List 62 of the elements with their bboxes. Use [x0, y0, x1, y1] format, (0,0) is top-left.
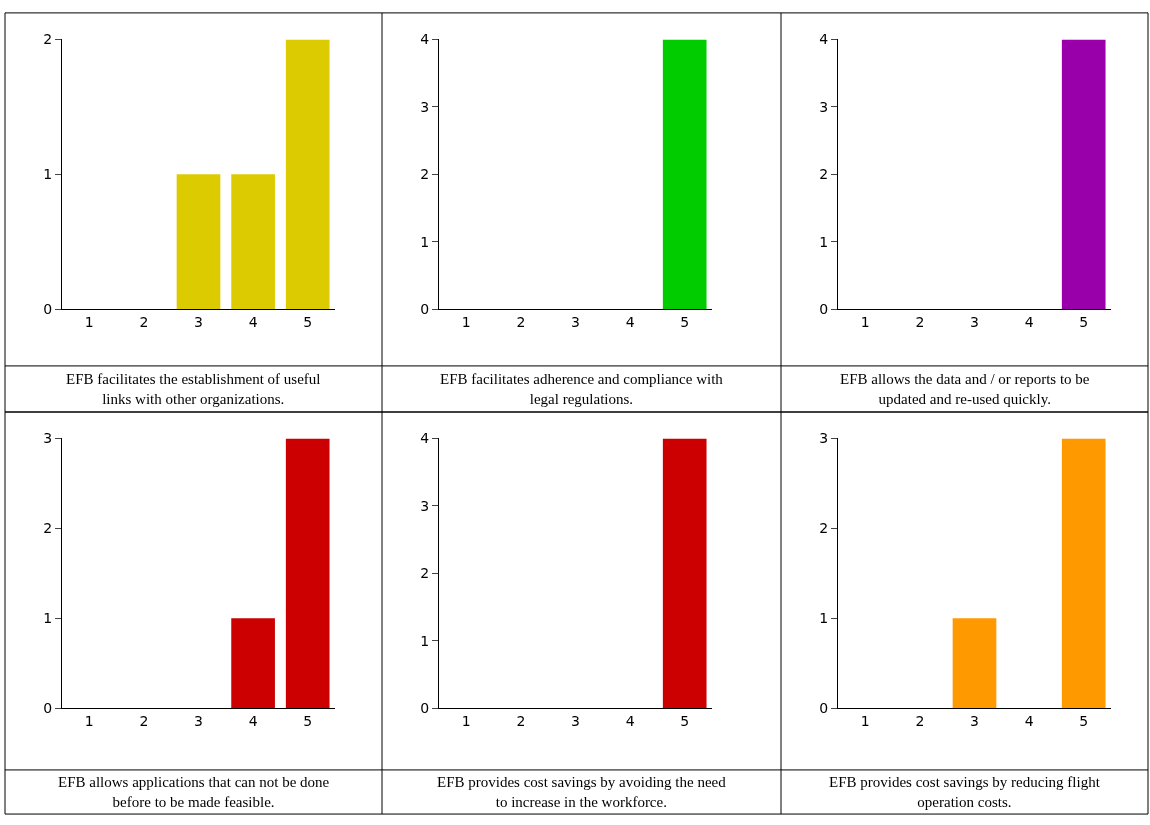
y-tick-label: 2	[43, 31, 53, 48]
x-tick-label: 4	[1024, 313, 1034, 330]
x-tick-label: 2	[516, 712, 526, 729]
x-tick-label: 5	[303, 313, 313, 330]
y-tick-label: 3	[420, 98, 430, 115]
x-tick-label: 4	[625, 313, 635, 330]
y-tick-label: 0	[819, 300, 829, 317]
x-tick-label: 1	[860, 712, 870, 729]
x-tick-label: 3	[970, 712, 979, 729]
y-tick-label: 0	[43, 300, 53, 317]
text: EFB allows the data and / or reports to be updated and re-used quickly.	[840, 371, 1090, 407]
x-tick-label: 2	[139, 712, 149, 729]
x-tick-label: 2	[516, 313, 526, 330]
x-tick-label: 5	[680, 313, 690, 330]
x-tick-label: 1	[84, 313, 94, 330]
y-tick-label: 1	[420, 632, 430, 649]
x-tick-label: 5	[303, 712, 313, 729]
y-tick-label: 3	[420, 497, 430, 514]
x-tick-label: 3	[571, 313, 580, 330]
x-tick-label: 5	[1079, 313, 1089, 330]
x-tick-label: 5	[1079, 712, 1089, 729]
y-tick-label: 2	[43, 520, 53, 537]
y-tick-label: 0	[420, 300, 430, 317]
y-tick-label: 2	[420, 166, 430, 183]
text: EFB facilitates adherence and compliance with legal regulations.	[440, 371, 724, 407]
x-tick-label: 4	[248, 712, 258, 729]
x-tick-label: 1	[860, 313, 870, 330]
x-tick-label: 3	[970, 313, 979, 330]
y-tick-label: 4	[819, 31, 829, 48]
x-tick-label: 4	[625, 712, 635, 729]
text: EFB provides cost savings by reducing flight operation costs.	[829, 774, 1101, 810]
x-tick-label: 4	[1024, 712, 1034, 729]
y-tick-label: 1	[420, 233, 430, 250]
x-tick-label: 3	[194, 712, 203, 729]
text: EFB facilitates the establishment of useful links with other organizations.	[66, 371, 321, 407]
y-tick-label: 3	[43, 430, 53, 447]
y-tick-label: 1	[819, 610, 829, 627]
text: EFB allows applications that can not be done before to be made feasible.	[58, 774, 330, 810]
x-tick-label: 3	[194, 313, 203, 330]
y-tick-label: 0	[420, 700, 430, 717]
y-tick-label: 1	[819, 233, 829, 250]
x-tick-label: 2	[915, 712, 925, 729]
x-tick-label: 2	[139, 313, 149, 330]
x-tick-label: 4	[248, 313, 258, 330]
y-tick-label: 2	[819, 520, 829, 537]
x-tick-label: 2	[915, 313, 925, 330]
x-tick-label: 1	[461, 313, 471, 330]
x-tick-label: 1	[84, 712, 94, 729]
y-tick-label: 3	[819, 98, 829, 115]
y-tick-label: 2	[819, 166, 829, 183]
y-tick-label: 4	[420, 31, 430, 48]
x-tick-label: 1	[461, 712, 471, 729]
y-tick-label: 4	[420, 430, 430, 447]
text: EFB provides cost savings by avoiding the need to increase in the workforce.	[437, 774, 727, 810]
x-tick-label: 5	[680, 712, 690, 729]
y-tick-label: 1	[43, 166, 53, 183]
x-tick-label: 3	[571, 712, 580, 729]
y-tick-label: 3	[819, 430, 829, 447]
y-tick-label: 1	[43, 610, 53, 627]
y-tick-label: 0	[43, 700, 53, 717]
y-tick-label: 0	[819, 700, 829, 717]
y-tick-label: 2	[420, 565, 430, 582]
